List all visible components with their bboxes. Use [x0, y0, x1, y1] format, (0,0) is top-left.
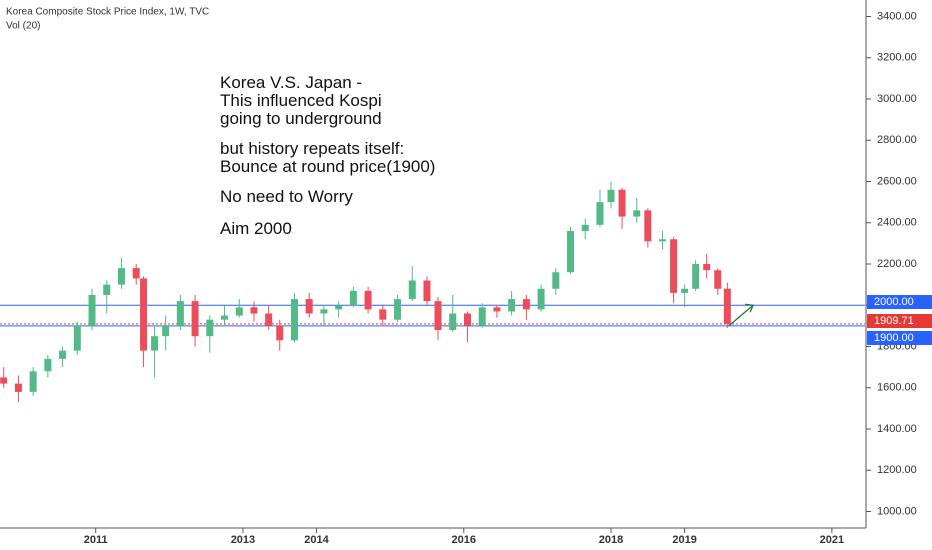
candle-body [290, 299, 298, 341]
candle-body [552, 272, 560, 289]
annotation: This influenced Kospi [220, 91, 382, 110]
annotation: No need to Worry [220, 187, 353, 206]
arrow-head [745, 303, 755, 313]
candle-body [692, 264, 700, 289]
candle-body [607, 189, 615, 203]
x-tick-label: 2014 [304, 534, 329, 546]
candle-body [659, 239, 667, 242]
y-tick-label: 1200.00 [877, 464, 917, 476]
candle-body [103, 284, 111, 295]
y-tick-label: 1400.00 [877, 423, 917, 435]
candle-body [320, 309, 328, 314]
y-tick-label: 2200.00 [877, 258, 917, 270]
candle-body [73, 325, 81, 351]
candle-body [191, 301, 199, 337]
candle-body [633, 210, 641, 217]
candle-body [408, 280, 416, 300]
x-tick-label: 2013 [231, 534, 255, 546]
candle-body [618, 189, 626, 217]
candle-body [394, 299, 402, 320]
candle-body [349, 290, 357, 306]
candle-body [132, 268, 140, 279]
candle-body [581, 224, 589, 231]
candle-body [723, 288, 731, 324]
candle-body [88, 294, 96, 326]
annotation: Bounce at round price(1900) [220, 157, 435, 176]
candle-body [714, 270, 722, 289]
candle-body [250, 307, 258, 314]
indicator-label: Vol (20) [6, 21, 40, 32]
x-tick-label: 2019 [672, 534, 696, 546]
x-tick-label: 2018 [599, 534, 623, 546]
price-label: 1909.71 [874, 315, 914, 327]
y-tick-label: 1600.00 [877, 382, 917, 394]
candle-body [162, 325, 170, 337]
candle-body [670, 239, 678, 293]
price-label-box [867, 295, 932, 309]
candle-body [434, 301, 442, 330]
candle-body [265, 313, 273, 326]
candle-body [478, 307, 486, 326]
price-label: 1900.00 [874, 332, 914, 344]
arrow [728, 304, 754, 327]
candle-body [0, 377, 8, 384]
y-tick-label: 2800.00 [877, 134, 917, 146]
candle-body [508, 299, 516, 312]
y-tick-label: 3000.00 [877, 93, 917, 105]
candle-body [596, 202, 604, 225]
candle-body [235, 307, 243, 316]
candle-body [206, 319, 214, 337]
annotation: Aim 2000 [220, 219, 292, 238]
candle-body [151, 336, 159, 351]
x-tick-label: 2021 [820, 534, 844, 546]
candle-body [522, 299, 530, 310]
price-label: 2000.00 [874, 296, 914, 308]
candle-body [276, 325, 284, 341]
y-tick-label: 1000.00 [877, 505, 917, 517]
candle-body [221, 315, 229, 320]
y-tick-label: 3400.00 [877, 10, 917, 22]
chart-title: Korea Composite Stock Price Index, 1W, T… [6, 7, 209, 18]
y-tick-label: 3200.00 [877, 52, 917, 64]
candle-body [305, 299, 313, 314]
candle-body [449, 313, 457, 330]
y-tick-label: 2400.00 [877, 217, 917, 229]
x-tick-label: 2011 [84, 534, 108, 546]
candle-body [140, 278, 148, 351]
candle-body [644, 210, 652, 242]
candle-body [176, 301, 184, 326]
y-tick-label: 2600.00 [877, 175, 917, 187]
candle-body [364, 290, 372, 310]
price-label-box [867, 314, 932, 328]
candle-body [44, 358, 52, 372]
candle-body [703, 264, 711, 271]
candle-body [567, 231, 575, 273]
candle-body [537, 288, 545, 310]
annotation: going to underground [220, 109, 382, 128]
candle-body [335, 305, 343, 310]
annotation: Korea V.S. Japan - [220, 73, 362, 92]
candle-body [493, 307, 501, 312]
candle-body [463, 313, 471, 326]
candle-body [29, 371, 37, 392]
candle-body [14, 383, 22, 392]
price-label-box [867, 331, 932, 345]
candle-body [379, 309, 387, 320]
candle-body [681, 288, 689, 293]
candle-body [59, 350, 67, 359]
x-tick-label: 2016 [452, 534, 476, 546]
candle-body [117, 268, 125, 285]
annotation: but history repeats itself: [220, 139, 404, 158]
candle-body [423, 280, 431, 302]
